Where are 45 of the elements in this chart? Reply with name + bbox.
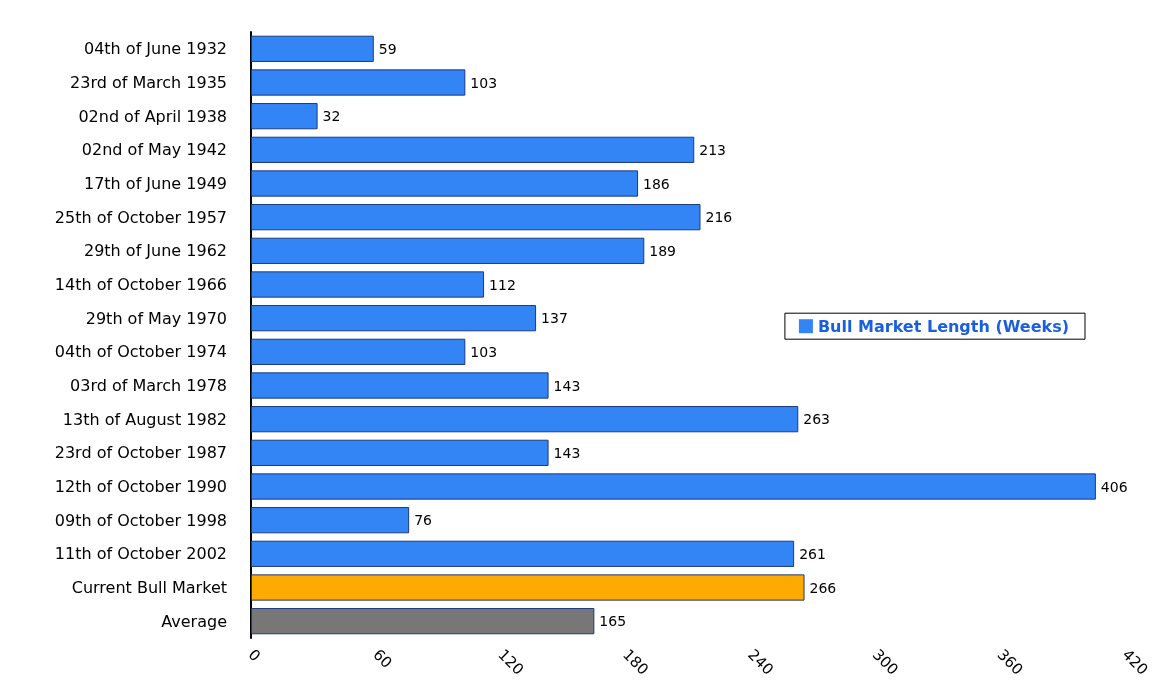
y-tick-label: 29th of June 1962 [83, 241, 227, 261]
y-tick-label: 25th of October 1957 [54, 207, 227, 227]
y-tick-label: 11th of October 2002 [54, 544, 227, 564]
data-label: 186 [643, 175, 670, 192]
y-tick-label: 23rd of March 1935 [70, 73, 227, 92]
y-tick-label: 23rd of October 1987 [54, 443, 227, 463]
x-tick-label: 360 [993, 645, 1027, 679]
data-label: 216 [705, 209, 733, 226]
legend-label: Bull Market Length (Weeks) [817, 316, 1070, 336]
data-label: 213 [699, 141, 726, 158]
data-label: 143 [553, 377, 581, 394]
data-label: 103 [470, 343, 498, 360]
data-label: 261 [799, 545, 826, 562]
data-label: 32 [322, 108, 341, 125]
data-label: 59 [378, 40, 397, 57]
x-tick-label: 0 [244, 645, 265, 666]
data-label: 76 [414, 512, 433, 529]
data-label: 143 [553, 444, 581, 461]
y-tick-label: 09th of October 1998 [54, 510, 227, 530]
y-tick-label: 17th of June 1949 [83, 174, 227, 193]
y-tick-label: 12th of October 1990 [54, 477, 227, 496]
data-label: 406 [1100, 478, 1128, 495]
data-label: 263 [803, 411, 831, 428]
x-tick-label: 420 [1118, 645, 1152, 679]
y-tick-label: 02nd of May 1942 [81, 140, 227, 160]
x-tick-label: 180 [619, 645, 653, 679]
data-label: 112 [489, 276, 516, 293]
x-tick-label: 60 [369, 645, 396, 672]
x-tick-label: 240 [744, 645, 778, 679]
data-label: 165 [599, 613, 627, 630]
y-tick-label: 13th of August 1982 [62, 409, 227, 429]
data-label: 266 [809, 579, 837, 596]
y-tick-label: Average [161, 611, 227, 631]
y-tick-label: 04th of June 1932 [83, 39, 227, 59]
y-tick-label: 03rd of March 1978 [70, 376, 227, 395]
data-label: 103 [470, 74, 498, 91]
y-tick-label: 29th of May 1970 [85, 308, 227, 328]
y-tick-label: Current Bull Market [71, 578, 227, 597]
x-tick-label: 120 [494, 645, 528, 679]
y-tick-label: 14th of October 1966 [54, 275, 227, 294]
y-tick-label: 04th of October 1974 [54, 342, 227, 362]
y-tick-label: 02nd of April 1938 [78, 106, 227, 126]
data-label: 137 [541, 310, 568, 327]
data-label: 189 [649, 242, 677, 259]
x-tick-label: 300 [868, 645, 902, 679]
